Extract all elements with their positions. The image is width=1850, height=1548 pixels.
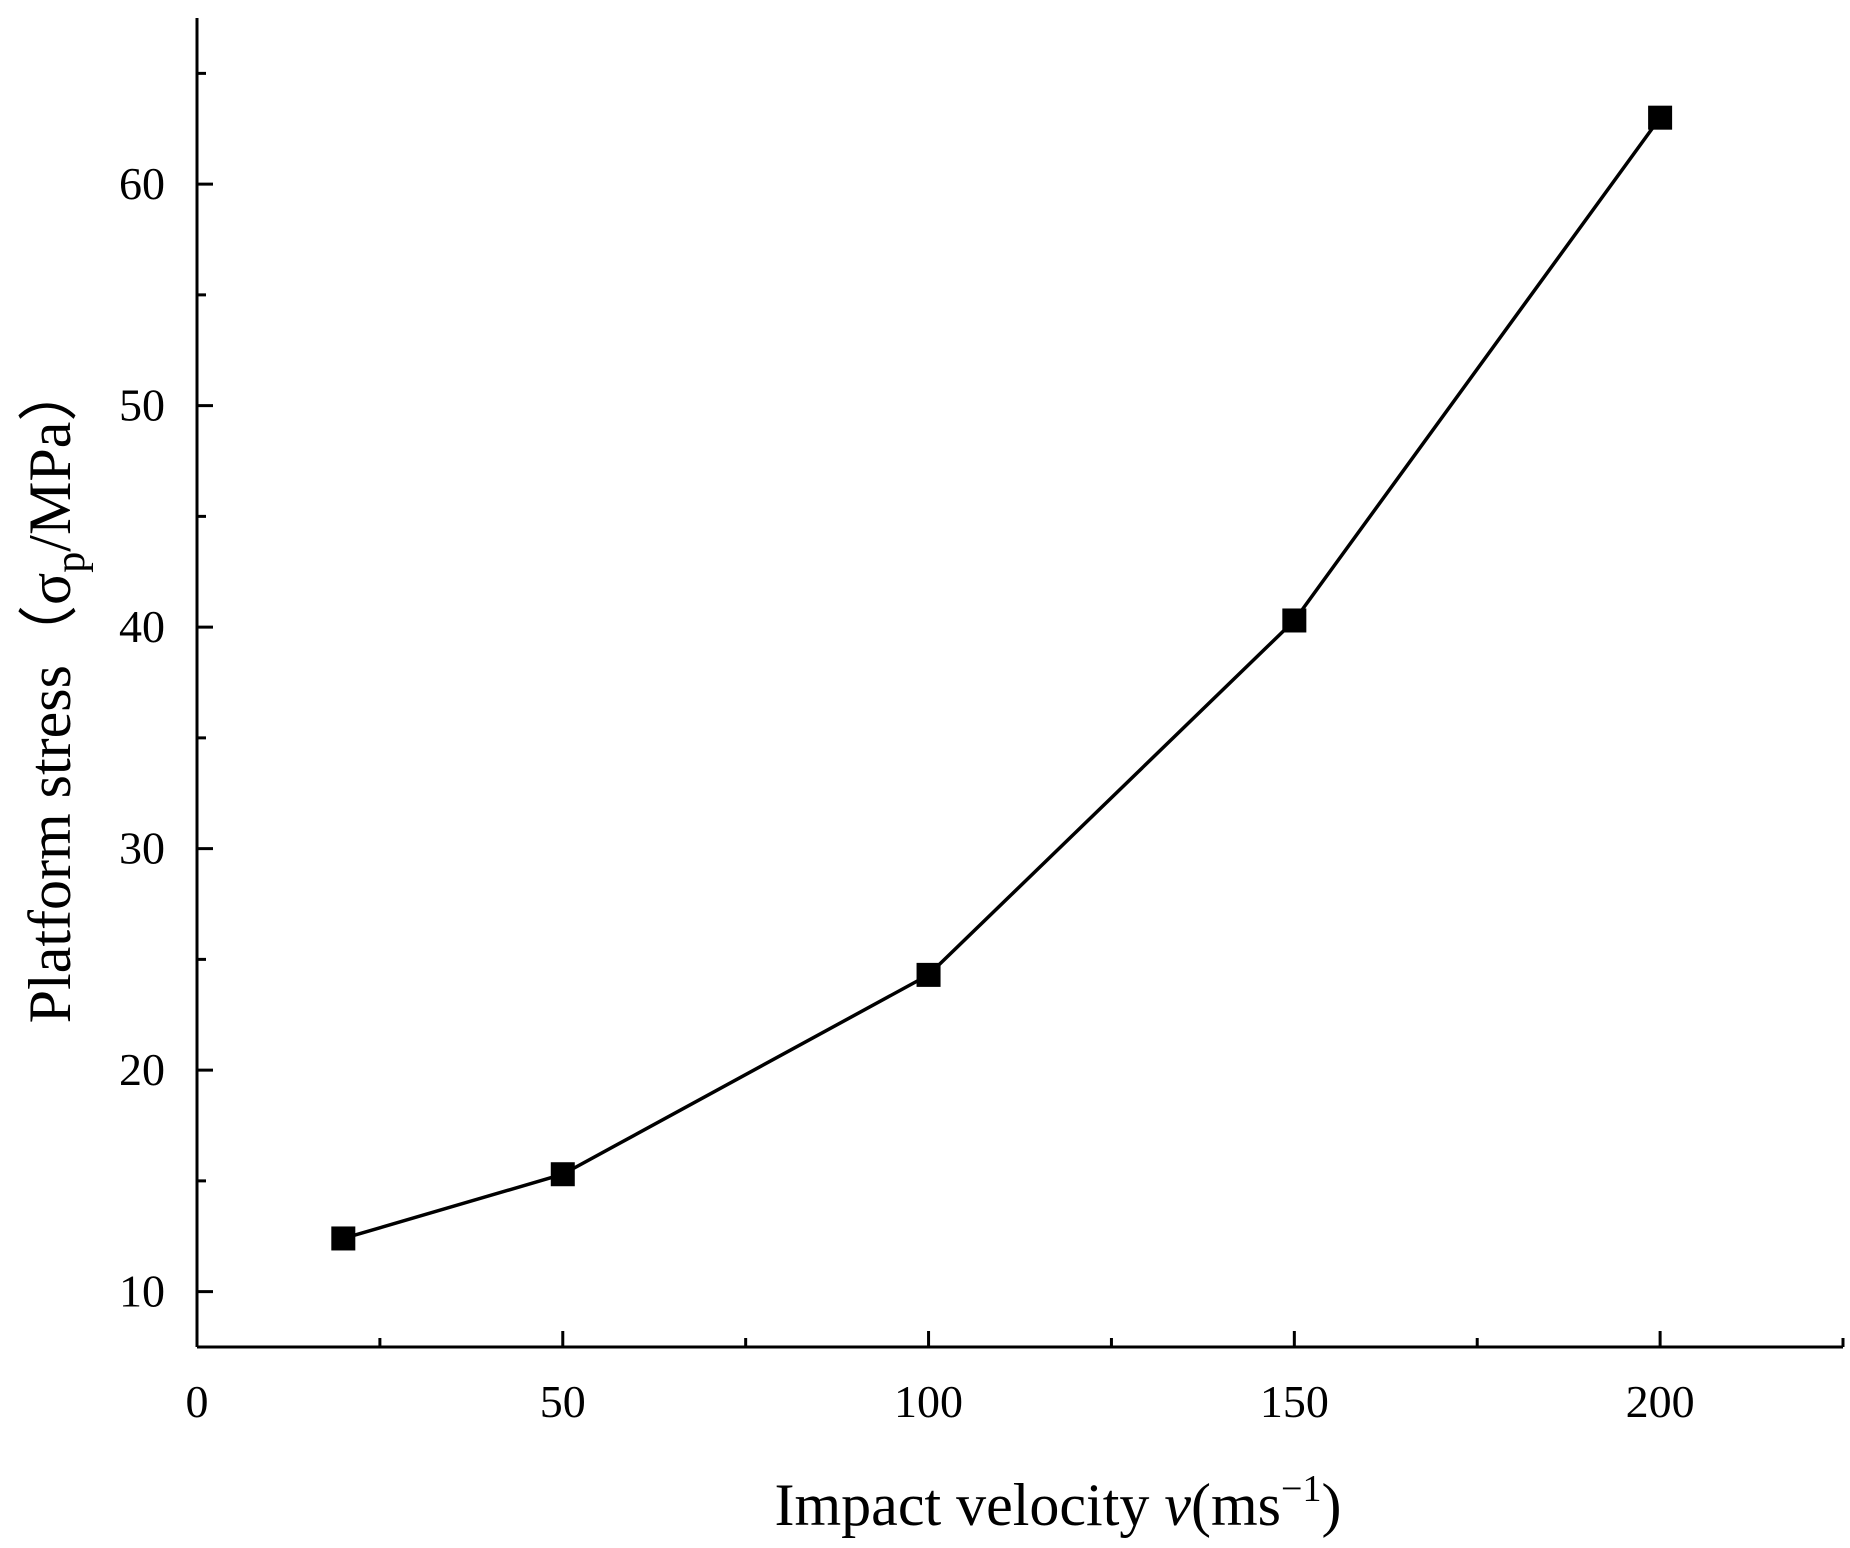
data-point-marker xyxy=(1648,105,1673,130)
x-tick-label: 0 xyxy=(186,1376,209,1427)
data-point-marker xyxy=(550,1162,575,1187)
data-point-marker xyxy=(1282,608,1307,633)
y-axis-title: Platform stress（σp/MPa） xyxy=(17,362,94,1024)
data-point-marker xyxy=(331,1226,356,1251)
x-tick-label: 200 xyxy=(1626,1376,1695,1427)
y-axis-ticks: 10 20 30 40 50 60 xyxy=(119,71,213,1317)
y-tick-label: 30 xyxy=(119,823,165,874)
x-axis-title: Impact velocity v(ms−1) xyxy=(775,1468,1342,1538)
x-axis-ticks: 0 50 100 150 200 xyxy=(186,1331,1845,1427)
y-tick-label: 20 xyxy=(119,1044,165,1095)
x-tick-label: 150 xyxy=(1260,1376,1329,1427)
x-tick-label: 100 xyxy=(894,1376,963,1427)
series-line xyxy=(342,116,1662,1241)
axes xyxy=(195,18,1843,1349)
data-point-marker xyxy=(916,962,941,987)
x-tick-label: 50 xyxy=(540,1376,586,1427)
y-tick-label: 60 xyxy=(119,158,165,209)
plot-area xyxy=(331,105,1673,1251)
y-tick-label: 10 xyxy=(119,1266,165,1317)
y-tick-label: 40 xyxy=(119,601,165,652)
y-tick-label: 50 xyxy=(119,380,165,431)
